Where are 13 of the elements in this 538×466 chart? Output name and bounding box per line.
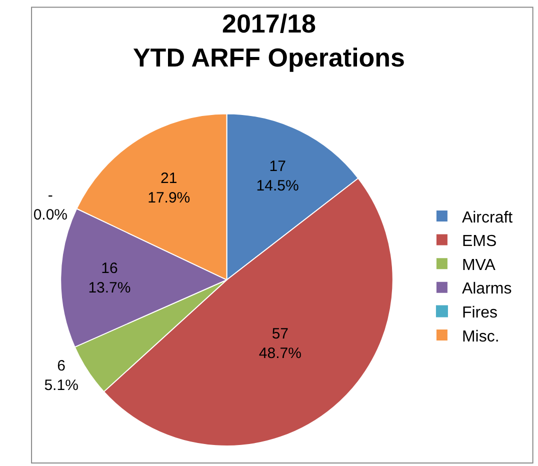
legend-label: EMS (462, 233, 497, 250)
legend-label: Aircraft (462, 209, 514, 226)
data-label: 6 5.1% (44, 358, 78, 394)
data-label: 57 48.7% (258, 325, 302, 362)
legend-label: Alarms (462, 280, 512, 298)
data-label: 17 14.5% (256, 158, 299, 195)
data-label: 21 17.9% (148, 170, 190, 207)
legend-label: Fires (462, 304, 498, 322)
legend-label: Misc. (462, 328, 500, 346)
text: - 0.0% (33, 187, 68, 224)
data-label: 16 13.7% (88, 260, 131, 297)
chart-title: 2017/18 YTD ARFF Operations (132, 8, 406, 72)
legend-label: MVA (462, 256, 496, 274)
